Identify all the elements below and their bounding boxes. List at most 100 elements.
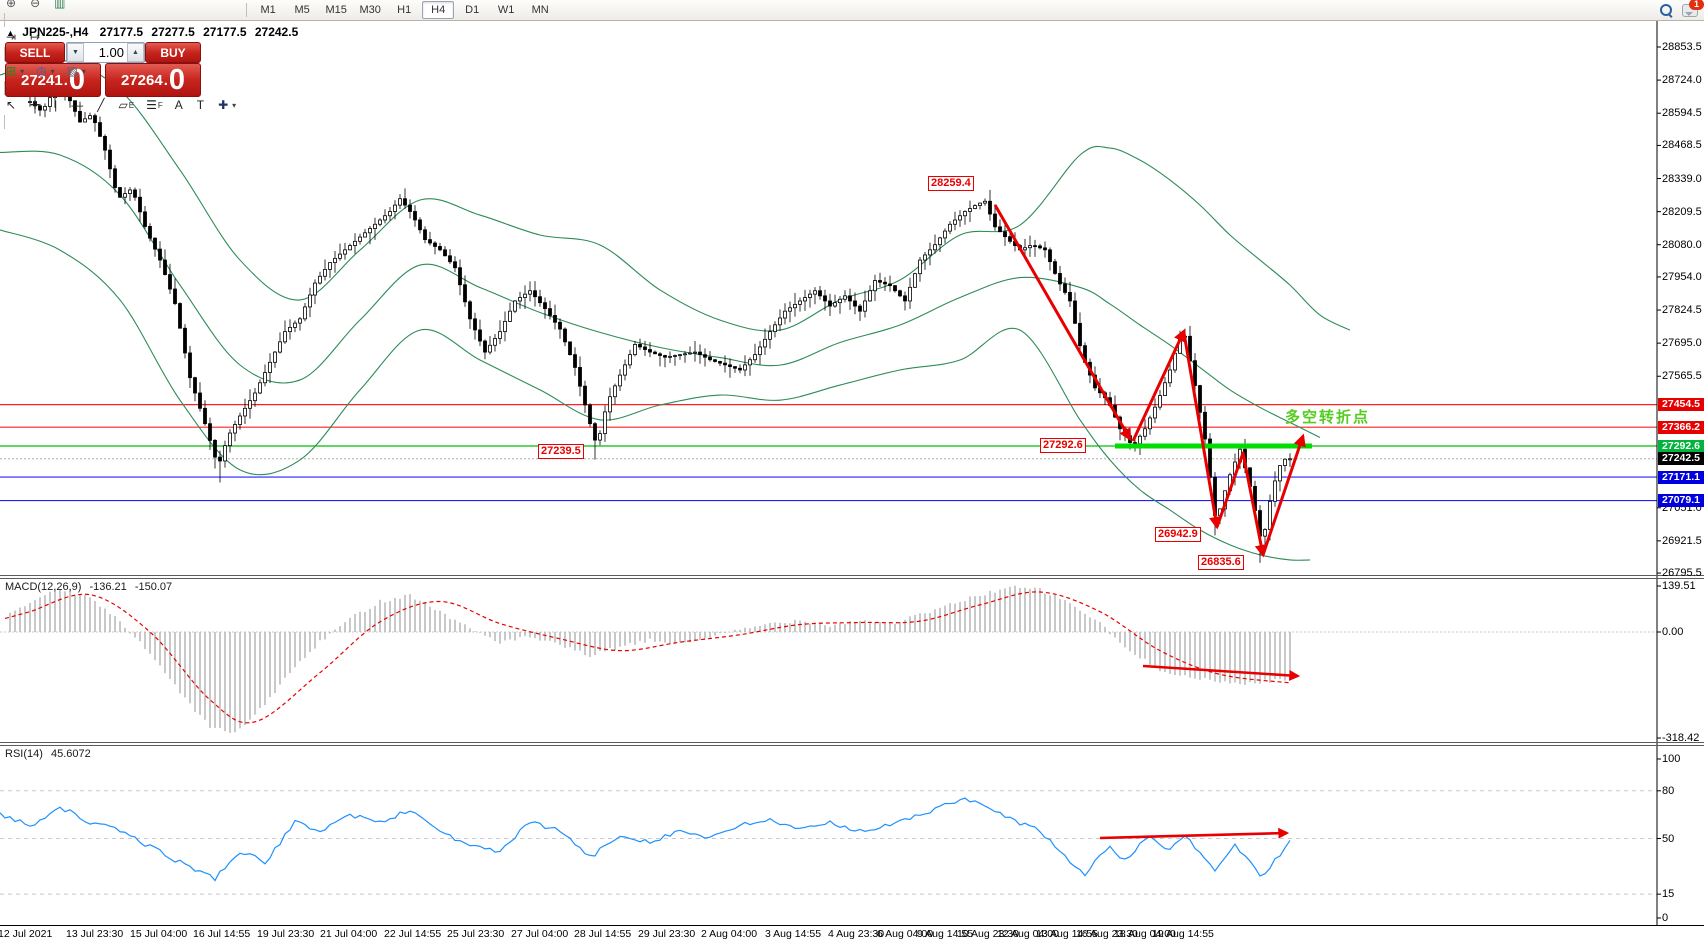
timeframe-m30[interactable]: M30 [359,4,381,16]
time-axis-label: 21 Jul 04:00 [320,928,378,940]
price-tick-label: 27565.5 [1662,370,1702,383]
price-tag: 27366.2 [1658,420,1704,434]
timeframe-d1[interactable]: D1 [465,4,480,16]
price-annotation-label[interactable]: 27292.6 [1040,438,1086,453]
price-tick-label: 28209.5 [1662,205,1702,218]
dropdown-caret-icon: ▾ [232,100,237,110]
timeframe-h4[interactable]: H4 [422,1,455,19]
price-annotation-label[interactable]: 26835.6 [1198,555,1244,570]
crosshair-icon[interactable]: ✛ [25,95,47,115]
toolbar-separator [4,13,5,27]
toolbar-separator [4,115,5,129]
zoom-out-icon[interactable]: ⊖ [25,0,47,13]
time-axis-label: 13 Aug 14:55 [1036,928,1098,940]
ohlc-open: 27177.5 [99,25,144,39]
vertical-line-icon: | [54,98,58,112]
rsi-tick-label: 0 [1662,912,1669,924]
price-tick-label: 26921.5 [1662,534,1702,547]
price-tag: 27079.1 [1658,494,1704,508]
collapse-panel-icon[interactable]: ▲ [6,28,15,38]
toolbar-buttons: ▦⊞新订单◆☻◉●自动交易∥▮≈⊕⊖▥⇥↦⊞▾◷▾▧▾↖✛|—╱▱E☰FAT✚▾ [0,0,242,129]
cursor-icon: ↖ [6,98,17,112]
channel-icon[interactable]: ▱ E [113,95,139,115]
price-tag: 27292.6 [1658,439,1704,453]
price-annotation-label[interactable]: 26942.9 [1155,527,1201,542]
chart-note-text[interactable]: 多空转折点 [1285,409,1371,426]
time-axis-label: 13 Jul 23:30 [66,928,124,940]
price-tick-label: 27695.0 [1662,337,1702,350]
arrows-icon[interactable]: ✚ ▾ [213,95,241,115]
time-axis-label: 4 Aug 23:30 [828,928,885,940]
volume-increase-button[interactable]: ▲ [127,43,144,62]
time-axis-label: 15 Jul 04:00 [130,928,188,940]
time-axis-label: 16 Jul 14:55 [193,928,251,940]
cursor-icon[interactable]: ↖ [1,95,23,115]
fibonacci-icon[interactable]: ☰ F [141,95,168,115]
tile-windows-icon[interactable]: ▥ [49,0,72,13]
time-axis-label: 3 Aug 14:55 [765,928,822,940]
period-dropdown-button[interactable]: ◷ ▾ [31,61,60,81]
text-label-icon[interactable]: T [192,95,211,115]
toolbar-separator [4,47,5,61]
macd-name: MACD(12,26,9) [5,581,82,593]
one-click-trading-panel: SELL ▼ 1.00 ▲ BUY 27241. 0 27264. 0 [3,40,201,97]
buy-button[interactable]: BUY [145,42,201,63]
rsi-tick-label: 100 [1662,753,1681,765]
tile-windows-icon: ▥ [54,0,66,10]
macd-value-signal: -150.07 [134,581,173,593]
auto-scroll-icon[interactable]: ↦ [25,27,47,47]
price-tick-label: 28724.0 [1662,74,1702,87]
buy-price-dot: . [163,71,168,89]
trendline-icon[interactable]: ╱ [92,95,111,115]
sell-price-button[interactable]: 27241. 0 [5,63,101,97]
timeframe-m5[interactable]: M5 [294,4,310,16]
time-axis-border [0,925,1704,926]
time-axis-label: 19 Aug 14:55 [1152,928,1214,940]
template-dropdown-button[interactable]: ▧ ▾ [62,61,91,81]
volume-value[interactable]: 1.00 [98,45,124,60]
add-indicator-button[interactable]: ⊞ ▾ [1,61,29,81]
timeframe-h1[interactable]: H1 [397,4,412,16]
time-axis-label: 10 Aug 23:30 [957,928,1019,940]
horizontal-line-icon[interactable]: — [66,95,90,115]
rsi-indicator-label: RSI(14) 45.6072 [5,748,91,760]
notification-badge: 1 [1689,0,1704,10]
macd-tick-label: -318.42 [1662,732,1700,744]
macd-tick-label: 0.00 [1662,626,1684,638]
time-axis-label: 6 Aug 04:00 [877,928,934,940]
price-annotation-label[interactable]: 27239.5 [538,444,584,459]
dropdown-caret-icon: ▾ [50,66,55,76]
notifications-icon[interactable]: 1 [1682,0,1704,17]
sell-button[interactable]: SELL [5,42,65,63]
buy-price-button[interactable]: 27264. 0 [105,63,201,97]
macd-tick-label: 139.51 [1662,580,1696,592]
timeframe-w1[interactable]: W1 [497,4,515,16]
panel-separator [0,578,1704,579]
fibonacci-icon: ☰ [146,98,157,112]
panel-separator[interactable] [0,742,1704,743]
timeframe-m15[interactable]: M15 [325,4,347,16]
toolbar-right: 1 [1660,0,1704,17]
timeframe-mn[interactable]: MN [531,4,549,16]
sell-price-dot: . [63,71,68,89]
price-annotation-label[interactable]: 28259.4 [928,176,974,191]
shift-chart-end-icon[interactable]: ⇥ [1,27,23,47]
volume-decrease-button[interactable]: ▼ [67,43,84,62]
shift-chart-end-icon: ⇥ [6,30,17,44]
price-tick-label: 27824.5 [1662,304,1702,317]
timeframe-m1[interactable]: M1 [260,4,276,16]
time-axis-label: 25 Jul 23:30 [447,928,505,940]
vertical-line-icon[interactable]: | [49,95,64,115]
period-dropdown-icon: ◷ [36,64,47,78]
price-tick-label: 28853.5 [1662,41,1702,53]
search-icon[interactable] [1660,4,1672,16]
text-icon[interactable]: A [170,95,190,115]
zoom-in-icon[interactable]: ⊕ [1,0,23,13]
panel-separator[interactable] [0,575,1704,576]
text-label-icon: T [196,98,205,112]
channel-icon: ▱ [118,98,128,112]
ohlc-low: 27177.5 [203,25,247,39]
dropdown-caret-icon: ▾ [81,66,86,76]
time-axis-label: 18 Aug 04:00 [1114,928,1176,940]
